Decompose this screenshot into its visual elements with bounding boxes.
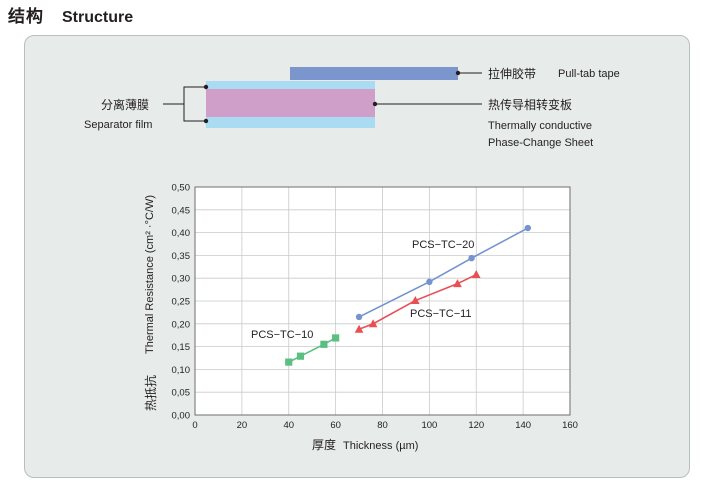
section-title: 结构 Structure <box>8 2 133 28</box>
data-point-triangle <box>471 270 481 279</box>
x-tick-label: 100 <box>421 420 437 431</box>
data-point-triangle <box>411 296 420 305</box>
y-axis-label-cn: 热抵抗 <box>143 375 158 411</box>
y-tick-label: 0,25 <box>172 297 191 308</box>
y-tick-label: 0,35 <box>172 251 191 262</box>
sheet-leader-dot <box>372 101 378 107</box>
x-axis-ticks: 0 20 40 60 80 100 120 140 160 <box>192 420 578 431</box>
x-tick-label: 140 <box>515 420 531 431</box>
y-axis-ticks: 0,00 0,05 0,10 0,15 0,20 0,25 0,30 0,35 0,40 0,45… <box>172 183 191 422</box>
title-english: Structure <box>62 9 134 26</box>
x-tick-label: 20 <box>237 420 248 431</box>
sheet-label-cn: 热传导相转变板 <box>488 97 572 112</box>
x-tick-label: 160 <box>562 420 578 431</box>
y-tick-label: 0,30 <box>172 274 191 285</box>
y-tick-label: 0,20 <box>172 319 191 330</box>
structure-diagram: 拉伸胶带 Pull-tab tape 热传导相转变板 Thermally con… <box>84 66 620 149</box>
data-point-square <box>320 340 328 348</box>
x-tick-label: 40 <box>283 420 294 431</box>
x-tick-label: 120 <box>468 420 484 431</box>
separator-label-en: Separator film <box>84 119 152 131</box>
data-point-circle <box>355 313 363 321</box>
y-tick-label: 0,10 <box>172 365 191 376</box>
y-axis-label-en: Thermal Resistance (cm² ·°C/W) <box>144 195 156 354</box>
y-tick-label: 0,00 <box>172 411 191 422</box>
data-point-triangle <box>453 279 462 288</box>
y-tick-label: 0,15 <box>172 342 191 353</box>
series-label-pcs-tc-10: PCS−TC−10 <box>251 329 313 341</box>
data-point-triangle <box>354 324 364 333</box>
data-point-square <box>296 352 305 360</box>
thermal-resistance-chart: 0 20 40 60 80 100 120 140 160 0,000,050,100,150,… <box>143 183 578 453</box>
separator-label-cn: 分离薄膜 <box>101 97 149 112</box>
data-point-circle <box>524 224 532 232</box>
grid-lines <box>195 187 570 415</box>
x-tick-label: 0 <box>192 420 197 431</box>
y-tick-label: 0,45 <box>172 205 191 216</box>
pull-tab-leader-dot <box>455 70 461 76</box>
data-point-triangle <box>368 319 378 328</box>
sheet-label-en-line1: Thermally conductive <box>488 120 592 132</box>
separator-dot-bottom <box>203 118 209 124</box>
data-series <box>285 224 532 366</box>
y-tick-label: 0,05 <box>172 388 191 399</box>
data-point-circle <box>468 254 475 262</box>
series-line <box>288 337 337 363</box>
separator-bracket <box>183 86 206 122</box>
separator-dot-top <box>203 84 209 90</box>
pull-tab-label-cn: 拉伸胶带 <box>488 66 536 81</box>
series-label-pcs-tc-11: PCS−TC−11 <box>410 308 472 320</box>
phase-change-sheet-layer <box>206 89 375 117</box>
data-point-square <box>285 358 293 366</box>
x-axis-label-en: Thickness (µm) <box>343 440 418 452</box>
pull-tab-tape-layer <box>290 67 458 80</box>
title-chinese: 结构 <box>8 7 44 27</box>
series-line <box>358 227 529 318</box>
data-point-square <box>332 334 340 342</box>
y-tick-label: 0,50 <box>172 183 191 194</box>
data-point-circle <box>426 278 433 286</box>
series-label-pcs-tc-20: PCS−TC−20 <box>412 239 474 251</box>
plot-frame <box>194 186 571 416</box>
x-axis-label-cn: 厚度 <box>312 437 336 452</box>
x-tick-label: 80 <box>377 420 388 431</box>
x-tick-label: 60 <box>330 420 341 431</box>
sheet-label-en-line2: Phase-Change Sheet <box>488 137 593 149</box>
pull-tab-label-en: Pull-tab tape <box>558 68 620 80</box>
y-tick-label: 0,40 <box>172 228 191 239</box>
